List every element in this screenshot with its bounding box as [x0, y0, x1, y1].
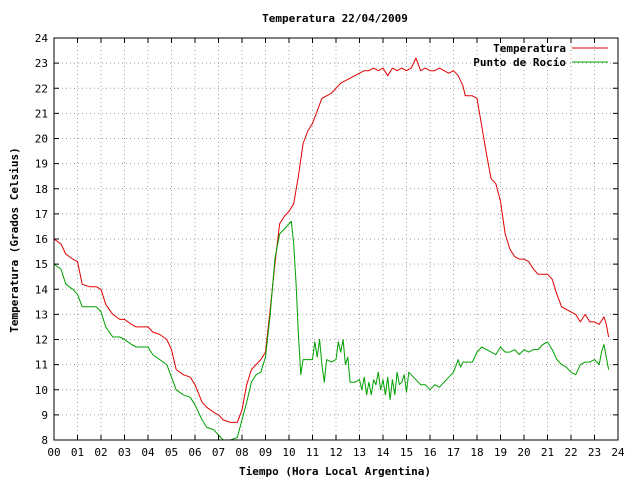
y-tick-label: 13	[35, 308, 48, 321]
x-tick-label: 15	[400, 446, 413, 459]
x-tick-label: 20	[517, 446, 530, 459]
y-tick-label: 11	[35, 359, 48, 372]
y-tick-label: 12	[35, 334, 48, 347]
chart-title: Temperatura 22/04/2009	[262, 12, 408, 25]
x-tick-label: 17	[447, 446, 460, 459]
x-tick-label: 07	[212, 446, 225, 459]
y-tick-label: 22	[35, 82, 48, 95]
x-tick-label: 02	[94, 446, 107, 459]
y-tick-label: 18	[35, 183, 48, 196]
x-tick-label: 14	[376, 446, 390, 459]
x-tick-label: 16	[423, 446, 436, 459]
y-tick-label: 10	[35, 384, 48, 397]
y-tick-label: 21	[35, 107, 48, 120]
y-tick-label: 8	[41, 434, 48, 447]
series-line-temperatura	[53, 57, 610, 423]
grid-lines	[54, 38, 618, 440]
x-tick-label: 22	[564, 446, 577, 459]
x-tick-label: 10	[282, 446, 295, 459]
x-tick-label: 00	[47, 446, 60, 459]
legend: Temperatura Punto de Rocío	[473, 42, 608, 69]
y-tick-label: 17	[35, 208, 48, 221]
legend-label-punto-de-rocio: Punto de Rocío	[473, 56, 566, 69]
x-axis-ticks: 00 01 02 03 04 05 06 07 08 09 10 11 12 13 14 15 16 17 18 19…	[47, 38, 625, 459]
x-tick-label: 23	[588, 446, 601, 459]
x-tick-label: 09	[259, 446, 272, 459]
x-tick-label: 21	[541, 446, 554, 459]
y-tick-label: 15	[35, 258, 48, 271]
y-tick-label: 20	[35, 133, 48, 146]
x-tick-label: 24	[611, 446, 625, 459]
x-tick-label: 11	[306, 446, 319, 459]
x-tick-label: 08	[235, 446, 248, 459]
x-tick-label: 01	[71, 446, 84, 459]
x-tick-label: 04	[141, 446, 155, 459]
y-tick-label: 14	[35, 283, 49, 296]
series-line-punto-de-roc-o	[53, 220, 610, 441]
series-layer	[53, 57, 610, 441]
x-tick-label: 06	[188, 446, 201, 459]
y-tick-label: 23	[35, 57, 48, 70]
x-tick-label: 13	[353, 446, 366, 459]
y-axis-ticks: 8 9 10 11 12 13 14 15 16 17 18 19 20 21 22 23 24	[35, 32, 618, 447]
y-tick-label: 16	[35, 233, 48, 246]
x-axis-label: Tiempo (Hora Local Argentina)	[239, 465, 431, 478]
x-tick-label: 12	[329, 446, 342, 459]
y-tick-label: 19	[35, 158, 48, 171]
y-tick-label: 24	[35, 32, 49, 45]
y-axis-label: Temperatura (Grados Celsius)	[8, 147, 21, 332]
y-tick-label: 9	[41, 409, 48, 422]
x-tick-label: 19	[494, 446, 507, 459]
x-tick-label: 05	[165, 446, 178, 459]
x-tick-label: 03	[118, 446, 131, 459]
legend-label-temperatura: Temperatura	[493, 42, 566, 55]
x-tick-label: 18	[470, 446, 483, 459]
